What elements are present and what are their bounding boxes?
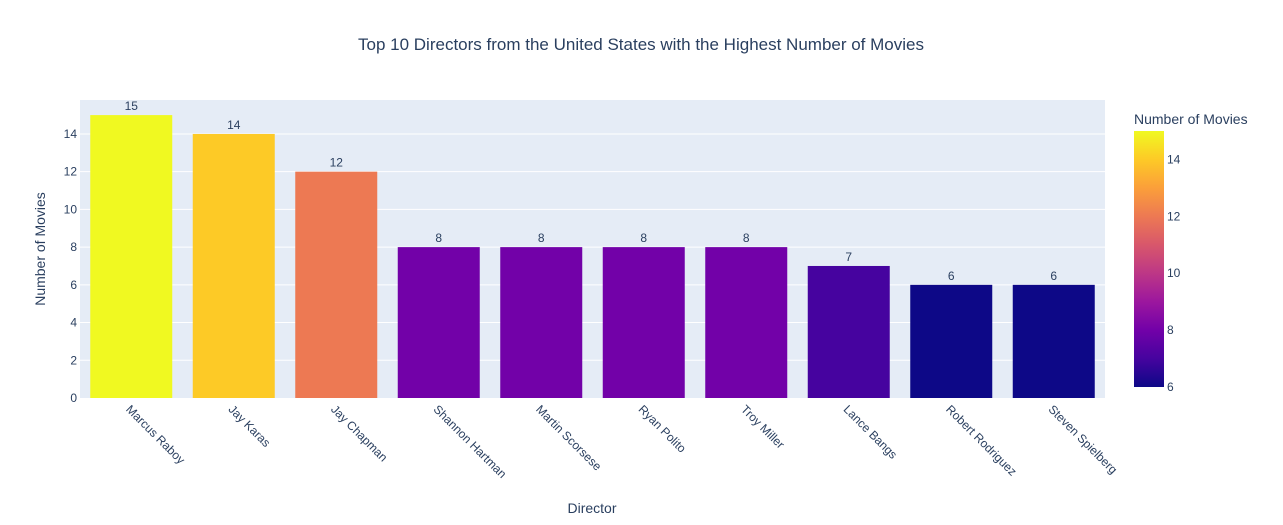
- x-tick-label: Robert Rodriguez: [943, 402, 1019, 478]
- y-tick-label: 10: [64, 202, 78, 216]
- y-tick-label: 8: [70, 240, 77, 254]
- colorbar-title: Number of Movies: [1134, 111, 1248, 127]
- chart-title: Top 10 Directors from the United States …: [358, 35, 924, 54]
- colorbar-tick-label: 8: [1167, 323, 1174, 337]
- bar: [295, 171, 378, 398]
- y-tick-label: 6: [70, 278, 77, 292]
- bar-value-label: 12: [330, 156, 344, 170]
- bar-value-label: 8: [640, 231, 647, 245]
- bar: [602, 247, 685, 398]
- x-tick-label: Troy Miller: [738, 402, 787, 451]
- x-tick-label: Steven Spielberg: [1046, 402, 1121, 477]
- bar-value-label: 15: [125, 99, 139, 113]
- y-tick-label: 4: [70, 316, 77, 330]
- bar: [500, 247, 583, 398]
- x-axis-title: Director: [567, 500, 616, 516]
- bar-value-label: 7: [845, 250, 852, 264]
- bar-value-label: 8: [538, 231, 545, 245]
- y-axis-title: Number of Movies: [32, 192, 48, 306]
- y-tick-label: 2: [70, 353, 77, 367]
- x-axis-ticks: Marcus Raboy Jay Karas Jay Chapman Shannon …: [123, 402, 1120, 481]
- colorbar-gradient: [1134, 131, 1164, 387]
- colorbar-tick-label: 6: [1167, 380, 1174, 394]
- colorbar-tick-label: 14: [1167, 152, 1181, 166]
- bar: [1012, 284, 1095, 398]
- bar-value-label: 14: [227, 118, 241, 132]
- bar: [807, 265, 890, 398]
- x-tick-label: Marcus Raboy: [123, 402, 188, 467]
- y-tick-label: 0: [70, 391, 77, 405]
- data-labels: 15 14 12 8 8 8 8 7 6 6: [125, 99, 1058, 283]
- bars: [90, 115, 1095, 398]
- y-tick-label: 12: [64, 165, 78, 179]
- bar: [910, 284, 993, 398]
- colorbar-ticks: 6 8 10 12 14: [1167, 152, 1181, 394]
- bar-value-label: 6: [1050, 269, 1057, 283]
- bar-value-label: 6: [948, 269, 955, 283]
- colorbar: Number of Movies 6 8 10 12 14: [1134, 111, 1248, 394]
- x-tick-label: Martin Scorsese: [533, 402, 604, 473]
- bar-value-label: 8: [435, 231, 442, 245]
- x-tick-label: Ryan Polito: [636, 402, 690, 456]
- x-tick-label: Lance Bangs: [841, 402, 900, 461]
- x-tick-label: Jay Chapman: [328, 402, 390, 464]
- bar: [397, 247, 480, 398]
- bar: [192, 133, 275, 398]
- y-tick-label: 14: [64, 127, 78, 141]
- x-tick-label: Shannon Hartman: [431, 402, 510, 481]
- bar-value-label: 8: [743, 231, 750, 245]
- bar: [705, 247, 788, 398]
- x-tick-label: Jay Karas: [226, 402, 274, 450]
- colorbar-tick-label: 12: [1167, 209, 1181, 223]
- y-axis-ticks: 0 2 4 6 8 10 12 14: [64, 127, 78, 405]
- colorbar-tick-label: 10: [1167, 266, 1181, 280]
- bar: [90, 115, 173, 398]
